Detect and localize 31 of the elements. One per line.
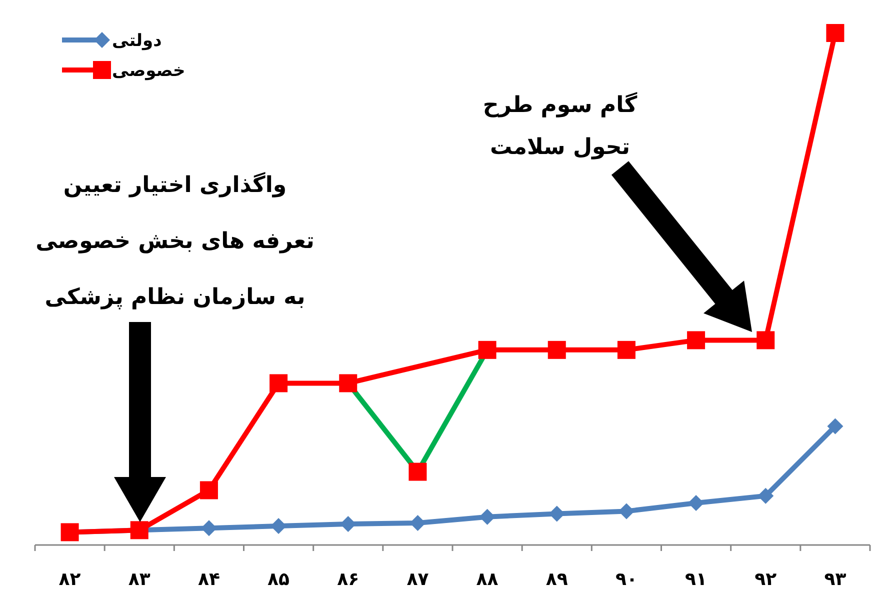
point [548, 340, 566, 359]
x-tick-label: ۹۲ [754, 569, 777, 590]
x-tick-label: ۸۷ [406, 569, 429, 590]
point [758, 488, 774, 504]
x-tick-label: ۹۰ [615, 569, 638, 590]
x-tick-label: ۸۸ [476, 569, 498, 590]
point [479, 508, 496, 525]
point [410, 514, 426, 531]
point [339, 374, 358, 392]
point [270, 374, 288, 392]
point [827, 418, 844, 434]
point [478, 340, 496, 359]
legend-label: دولتی [112, 31, 162, 51]
text: واگذاری اختیار تعیین تعرفه های بخش خصوصی به سازمان نظام پزشکی [36, 173, 314, 310]
point [826, 24, 844, 42]
point [756, 331, 775, 350]
point [617, 340, 636, 359]
point [687, 331, 706, 350]
x-tick-label: ۸۴ [198, 569, 220, 590]
x-tick-label: ۸۶ [337, 569, 360, 590]
annotation: گام سوم طرح تحول سلامت [482, 91, 638, 160]
x-tick-label: ۹۳ [824, 569, 846, 590]
point [200, 481, 218, 500]
legend-label: خصوصی [112, 61, 186, 81]
x-tick-label: ۸۵ [268, 569, 290, 590]
x-tick-label: ۸۳ [128, 569, 150, 590]
point [688, 495, 704, 512]
x-tick-label: ۸۹ [546, 569, 568, 590]
x-tick-label: ۸۲ [58, 569, 81, 590]
point [408, 462, 427, 481]
x-tick-label: ۹۱ [685, 569, 708, 590]
